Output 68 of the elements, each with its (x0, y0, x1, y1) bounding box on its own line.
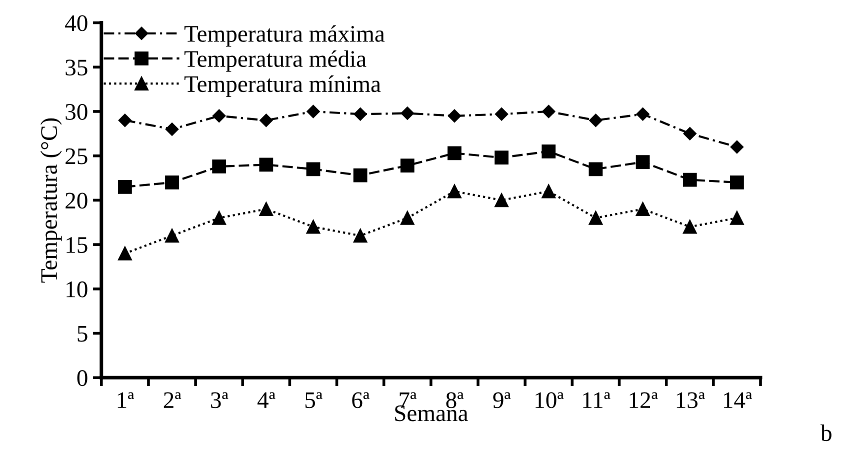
point (212, 211, 226, 225)
point (306, 162, 320, 176)
point (165, 228, 179, 243)
point (542, 184, 556, 198)
x-tick-label: 13ª (676, 392, 705, 408)
point (682, 172, 697, 187)
point (400, 211, 414, 225)
y-axis-title: Temperatura (°C) (40, 118, 62, 283)
x-tick-label: 10ª (536, 392, 564, 408)
x-tick-label: 3ª (211, 392, 228, 408)
y-tick-label: 40 (65, 15, 88, 32)
point (588, 162, 603, 176)
point (683, 127, 696, 140)
point (588, 211, 603, 225)
point (259, 202, 274, 216)
point (542, 144, 556, 158)
x-tick-label: 14ª (724, 392, 752, 408)
y-tick-label: 30 (66, 104, 88, 120)
point (636, 108, 650, 121)
point (118, 246, 132, 260)
point (494, 108, 508, 121)
point (212, 160, 226, 174)
x-tick-label: 9ª (493, 392, 511, 408)
x-tick-label: 11ª (583, 392, 610, 408)
point (212, 109, 226, 122)
point (118, 180, 132, 194)
point (259, 158, 274, 172)
point (353, 168, 368, 182)
x-tick-label: 6ª (352, 392, 370, 408)
point (118, 114, 132, 127)
point (448, 146, 462, 160)
point (730, 140, 744, 154)
x-tick-label: 12ª (630, 392, 658, 408)
y-tick-label: 0 (77, 370, 88, 386)
point (636, 155, 650, 169)
point (353, 228, 368, 243)
point (730, 211, 744, 225)
y-tick-label: 10 (66, 281, 88, 298)
y-tick-label: 20 (66, 192, 88, 209)
legend-label: Temperatura máxima (184, 25, 385, 47)
point (636, 202, 650, 216)
point (165, 122, 179, 136)
point (589, 114, 602, 127)
point (730, 176, 744, 190)
x-tick-label: 1ª (118, 392, 134, 408)
point (400, 106, 414, 120)
point (682, 220, 697, 234)
y-tick-label: 15 (66, 237, 88, 253)
point (542, 104, 556, 118)
point (354, 108, 367, 121)
y-tick-label: 5 (78, 326, 88, 342)
point (260, 114, 273, 127)
legend-label: Temperatura mínima (184, 75, 381, 97)
point (494, 150, 509, 165)
x-tick-label: 5ª (305, 392, 322, 408)
x-tick-label: 4ª (257, 392, 276, 408)
point (165, 176, 179, 190)
point (306, 220, 320, 234)
point (306, 104, 320, 118)
y-tick-label: 35 (66, 60, 88, 76)
point (494, 193, 509, 208)
point (448, 109, 462, 122)
point (400, 158, 414, 173)
text: b (820, 424, 832, 442)
x-tick-label: 2ª (164, 392, 182, 408)
y-tick-label: 25 (66, 148, 88, 164)
legend-label: Temperatura média (184, 50, 366, 72)
point (448, 184, 462, 198)
